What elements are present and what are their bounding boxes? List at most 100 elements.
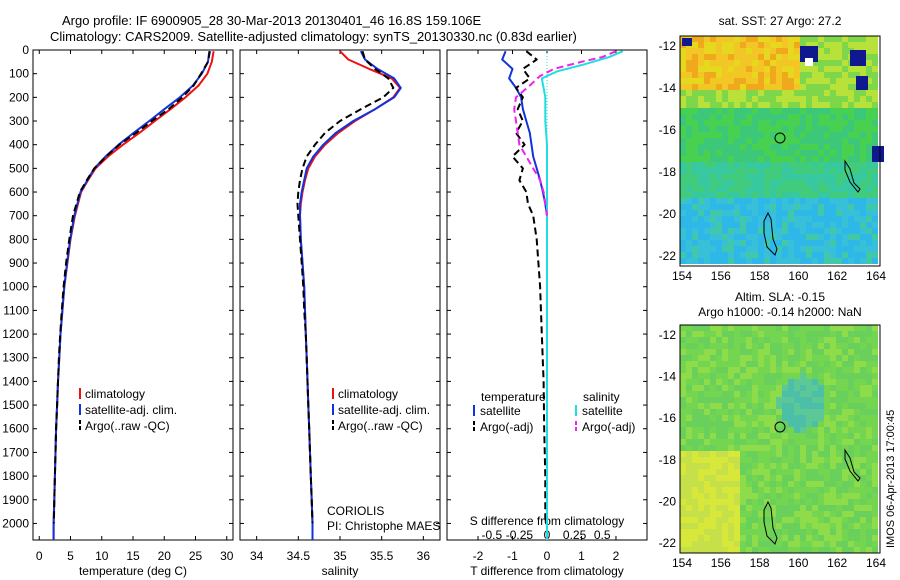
map-cell [860, 228, 866, 234]
map-cell [806, 487, 812, 493]
map-cell [860, 120, 866, 126]
map-cell [782, 451, 788, 457]
map-cell [686, 150, 692, 156]
map-cell [854, 385, 860, 391]
map-cell [728, 126, 734, 132]
map-cell [812, 234, 818, 240]
map-cell [758, 78, 764, 84]
map-cell [770, 541, 776, 547]
map-cell [764, 150, 770, 156]
map-cell [794, 469, 800, 475]
map-cell [722, 234, 728, 240]
map-cell [854, 499, 860, 505]
island-outline [763, 500, 778, 545]
map-cell [704, 234, 710, 240]
map-cell [716, 475, 722, 481]
map-cell [758, 252, 764, 258]
map-cell [734, 186, 740, 192]
map-cell [806, 475, 812, 481]
map-cell [794, 108, 800, 114]
map-cell [728, 403, 734, 409]
map-cell [794, 138, 800, 144]
map-cell [812, 481, 818, 487]
map-cell [770, 457, 776, 463]
map-cell [728, 325, 734, 331]
map-cell [782, 210, 788, 216]
map-cell [866, 349, 872, 355]
map-cell [788, 198, 794, 204]
map-cell [824, 246, 830, 252]
map-cell [818, 258, 824, 264]
map-cell [686, 433, 692, 439]
map-cell [746, 48, 752, 54]
map-cell [710, 222, 716, 228]
map-cell [860, 108, 866, 114]
map-cell [812, 174, 818, 180]
map-cell [782, 234, 788, 240]
map-cell [782, 108, 788, 114]
map-cell [872, 228, 878, 234]
map-cell [842, 90, 848, 96]
map-cell [794, 150, 800, 156]
map-cell [758, 343, 764, 349]
map-cell [776, 186, 782, 192]
map-cell [842, 499, 848, 505]
map-cell [752, 541, 758, 547]
map-cell [788, 475, 794, 481]
map-cell [782, 331, 788, 337]
map-cell [848, 451, 854, 457]
map-cell [758, 204, 764, 210]
map-cell [818, 439, 824, 445]
map-cell [800, 481, 806, 487]
map-cell [710, 481, 716, 487]
map-cell [752, 391, 758, 397]
map-cell [698, 421, 704, 427]
map-x-tick-label: 162 [827, 556, 847, 570]
map-cell [728, 415, 734, 421]
map-cell [770, 84, 776, 90]
map-cell [818, 240, 824, 246]
map-cell [782, 228, 788, 234]
map-cell [818, 180, 824, 186]
map-cell [848, 120, 854, 126]
map-cell [686, 511, 692, 517]
map-cell [824, 192, 830, 198]
sst-map-title: sat. SST: 27 Argo: 27.2 [719, 14, 842, 28]
map-cell [842, 439, 848, 445]
map-cell [680, 385, 686, 391]
map-cell [680, 180, 686, 186]
map-cell [746, 415, 752, 421]
map-cell [746, 343, 752, 349]
map-cell [782, 186, 788, 192]
map-cell [872, 36, 878, 42]
map-cell [680, 228, 686, 234]
map-cell [818, 343, 824, 349]
map-cell [770, 246, 776, 252]
map-cell [710, 138, 716, 144]
map-cell [722, 439, 728, 445]
map-cell [806, 162, 812, 168]
map-cell [770, 96, 776, 102]
map-cell [800, 252, 806, 258]
map-cell [680, 168, 686, 174]
map-cell [842, 373, 848, 379]
map-cell [836, 373, 842, 379]
map-cell [734, 481, 740, 487]
map-cell [764, 180, 770, 186]
map-cell [704, 120, 710, 126]
depth-tick-label: 100 [9, 67, 29, 81]
map-cell [812, 475, 818, 481]
map-cell [686, 258, 692, 264]
map-cell [764, 385, 770, 391]
map-cell [806, 349, 812, 355]
map-cell [830, 204, 836, 210]
map-cell [812, 114, 818, 120]
map-cell [818, 403, 824, 409]
map-cell [866, 228, 872, 234]
map-cell [716, 156, 722, 162]
map-cell [788, 72, 794, 78]
map-cell [836, 132, 842, 138]
map-cell [692, 427, 698, 433]
x-axis-label: salinity [322, 564, 359, 578]
x-tick-label: 20 [158, 549, 172, 563]
